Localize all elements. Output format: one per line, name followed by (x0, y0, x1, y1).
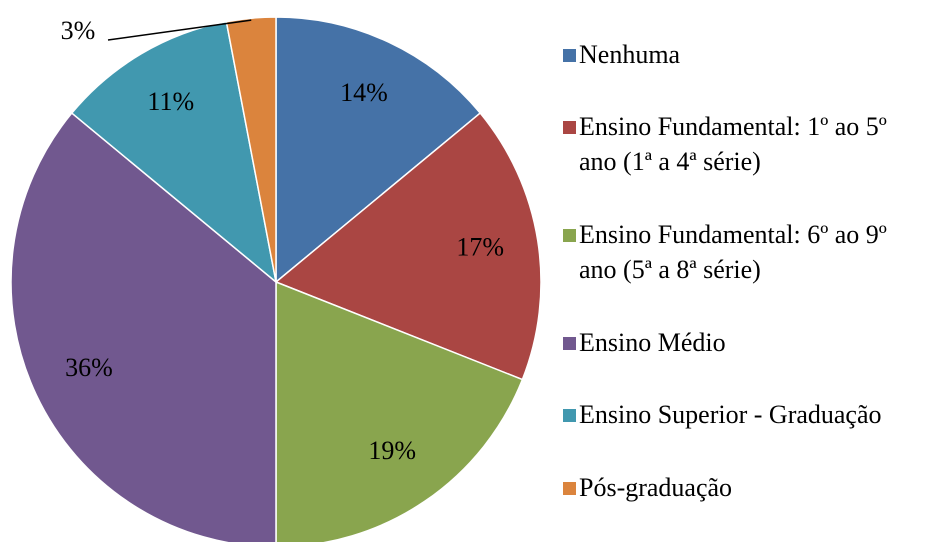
legend-item: Ensino Fundamental: 1º ao 5º ano (1ª a 4… (563, 109, 923, 179)
data-label: 36% (65, 353, 113, 382)
pie-slice (275, 280, 524, 542)
data-label: 3% (61, 16, 96, 45)
legend-item: Pós-graduação (563, 470, 923, 505)
legend-swatch (563, 482, 576, 496)
data-label: 17% (456, 233, 504, 262)
data-label: 14% (340, 78, 388, 107)
legend-swatch (563, 409, 576, 423)
legend-label: Pós-graduação (579, 473, 733, 503)
pie-slice (10, 112, 277, 542)
legend-label: Ensino Superior - Graduação (579, 400, 882, 430)
legend-item: Ensino Superior - Graduação (563, 397, 923, 432)
pie-slice (225, 16, 277, 283)
pie-slice (70, 20, 278, 284)
legend: Nenhuma Ensino Fundamental: 1º ao 5º ano … (563, 0, 923, 542)
pie-slice (275, 16, 482, 284)
legend-item: Ensino Fundamental: 6º ao 9º ano (5ª a 8… (563, 217, 923, 287)
legend-swatch (563, 336, 576, 350)
legend-swatch (563, 229, 576, 243)
data-label: 19% (368, 436, 416, 465)
legend-label: Ensino Fundamental: 1º ao 5º ano (1ª a 4… (579, 112, 887, 177)
legend-item: Ensino Médio (563, 325, 923, 360)
legend-label: Nenhuma (579, 39, 681, 69)
legend-item: Nenhuma (563, 37, 923, 72)
legend-label: Ensino Fundamental: 6º ao 9º ano (5ª a 8… (579, 220, 887, 285)
data-label: 11% (147, 87, 194, 116)
pie-slice (274, 112, 542, 381)
legend-swatch (563, 48, 576, 62)
legend-swatch (563, 121, 576, 135)
legend-label: Ensino Médio (579, 327, 726, 357)
pie-area: 14% 17% 19% 36% 11% 3% (10, 16, 542, 542)
leader-line (107, 19, 252, 41)
